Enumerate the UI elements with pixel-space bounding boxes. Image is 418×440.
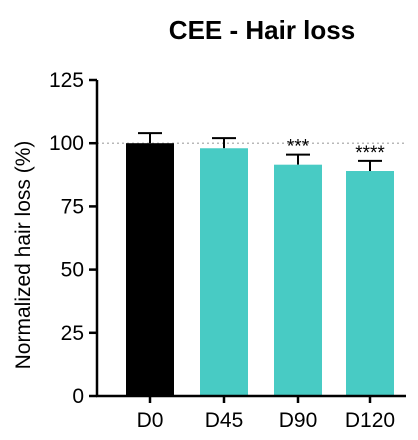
y-tick-label-100: 100: [49, 132, 84, 155]
significance-label-d90: ***: [287, 137, 310, 158]
bar-d45: [200, 148, 248, 396]
chart-title: CEE - Hair loss: [169, 15, 355, 45]
x-tick-label-d120: D120: [345, 409, 395, 432]
y-axis-label: Normalized hair loss (%): [12, 141, 35, 370]
y-tick-label-75: 75: [61, 195, 84, 218]
plot-area: D0 D45 *** D90 **** D120 0 25 50 75 100 125: [49, 69, 406, 432]
x-tick-label-d90: D90: [279, 409, 318, 432]
bar-d120: [346, 171, 394, 396]
bar-d0: [126, 143, 174, 396]
x-tick-label-d45: D45: [205, 409, 244, 432]
x-tick-label-d0: D0: [137, 409, 164, 432]
significance-label-d120: ****: [355, 143, 385, 164]
y-tick-label-25: 25: [61, 322, 84, 345]
y-tick-label-125: 125: [49, 69, 84, 92]
y-tick-label-50: 50: [61, 259, 84, 282]
bar-d90: [274, 164, 322, 396]
y-tick-label-0: 0: [72, 385, 84, 408]
